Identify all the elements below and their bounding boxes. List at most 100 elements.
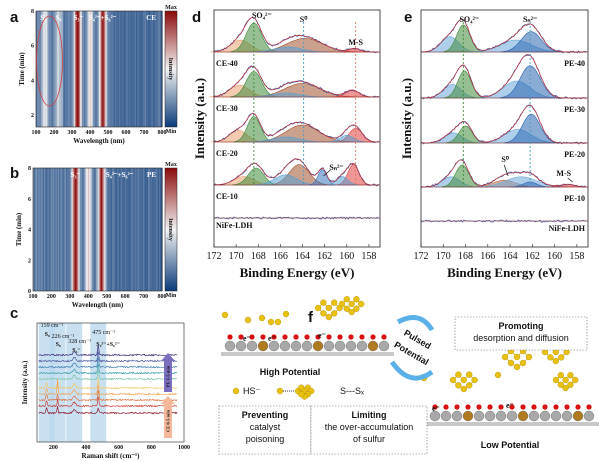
heatmap-column [70, 11, 71, 127]
x-tick-label: 172 [207, 251, 222, 262]
heatmap-column [56, 11, 58, 127]
heatmap-column [124, 168, 126, 291]
heatmap-column [107, 11, 109, 127]
heatmap-column [135, 168, 137, 291]
sulfur-atom [358, 300, 365, 308]
heatmap-column [53, 11, 55, 127]
heatmap-column [87, 168, 89, 291]
panel-label-a: a [10, 9, 19, 26]
heatmap-column [127, 11, 129, 127]
x-tick-label: 160 [339, 251, 354, 262]
xps-panel-e: PE-40 PE-30 PE-20 PE-10 NiFe-LDH 172 170 168 166… [399, 9, 589, 280]
heatmap-column [91, 11, 92, 127]
fit-envelope-line [213, 66, 379, 98]
heatmap-column [138, 168, 140, 291]
arrow-label: PE 1-5 min [166, 365, 171, 387]
x-tick-label: 800 [158, 294, 167, 300]
heatmap-column [81, 11, 83, 127]
heatmap-column [90, 168, 92, 291]
sulfur-atom [513, 363, 521, 371]
heatmap-column [140, 11, 142, 127]
colorbar-min-label: Min [166, 293, 177, 299]
sulfur-atom [455, 382, 462, 389]
heatmap-column [35, 168, 37, 291]
heatmap-column [33, 168, 35, 291]
heatmap-column [44, 168, 46, 291]
heatmap-column [84, 11, 86, 127]
heatmap-column [115, 168, 117, 291]
colorbar-max-label: Max [165, 5, 177, 11]
heatmap-column [112, 11, 113, 127]
sulfur-atom [320, 299, 327, 306]
heatmap-column [101, 11, 103, 127]
legend-chain-label: S---Sₓ [340, 386, 364, 396]
dashed-frame [218, 405, 312, 455]
heatmap-column [126, 11, 128, 127]
heatmap-column [132, 168, 134, 291]
fitted-peak [325, 176, 360, 186]
fitted-peak [326, 134, 368, 143]
heatmap-column [66, 11, 68, 127]
heatmap-column [76, 168, 78, 291]
heatmap-column [122, 168, 123, 291]
heatmap-column [99, 11, 101, 127]
heatmap-column [132, 11, 134, 127]
heatmap-column [82, 11, 84, 127]
heatmap-column [109, 168, 111, 291]
heatmap-column [127, 11, 129, 127]
heatmap-column [94, 11, 96, 127]
oxygen-atom [304, 334, 310, 340]
x-axis-label: Wavelength (nm) [73, 137, 125, 145]
heatmap-column [79, 168, 81, 291]
y-tick-label: 2 [31, 113, 34, 119]
highlight-band [90, 323, 107, 442]
ni-atom [345, 340, 357, 352]
sulfur-atom [343, 296, 350, 303]
heatmap-column [77, 11, 78, 127]
ni-atom [235, 340, 247, 352]
heatmap-column [144, 11, 146, 127]
heatmap-column [141, 11, 143, 127]
heatmap-column [151, 11, 152, 127]
heatmap-column [42, 168, 44, 291]
x-tick-label: 700 [139, 294, 148, 300]
heatmap-column [127, 168, 129, 291]
heatmap-column [142, 11, 144, 127]
ni-atom [224, 340, 236, 352]
heatmap-column [131, 168, 133, 291]
heatmap-column [100, 11, 102, 127]
x-tick-label: 300 [68, 130, 77, 136]
highlight-ellipse [36, 15, 63, 107]
heatmap-column [147, 11, 149, 127]
sulfur-atom [547, 354, 554, 361]
x-tick-label: 164 [295, 251, 310, 262]
heatmap-column [80, 11, 82, 127]
heatmap-column [97, 168, 99, 291]
heatmap-column [108, 11, 110, 127]
x-tick-label: 172 [414, 251, 429, 262]
heatmap-column [53, 168, 55, 291]
heatmap-column [134, 168, 136, 291]
oxygen-atom [575, 404, 581, 410]
peak-annotation: SO₄²⁻ [252, 11, 272, 20]
heatmap-column [84, 168, 86, 291]
oxygen-atom [487, 404, 493, 410]
heatmap-column [37, 168, 39, 291]
fit-envelope-line [420, 159, 587, 188]
heatmap-column [118, 168, 119, 291]
cycle-arrow-down [389, 360, 434, 381]
heatmap-column [95, 11, 97, 127]
heatmap-column [71, 168, 73, 291]
heatmap-column [130, 168, 132, 291]
heatmap-column [36, 168, 38, 291]
heatmap-column [81, 168, 83, 291]
electron-label: e⁻ [318, 331, 326, 340]
x-tick-label: 500 [102, 294, 111, 300]
oxygen-atom [381, 334, 387, 340]
heatmap-column [78, 168, 80, 291]
heatmap-column [102, 11, 104, 127]
x-tick-label: 200 [50, 130, 59, 136]
sulfur-atom [338, 300, 346, 308]
colorbar-min-label: Min [166, 129, 177, 135]
ni-atom [495, 410, 507, 422]
